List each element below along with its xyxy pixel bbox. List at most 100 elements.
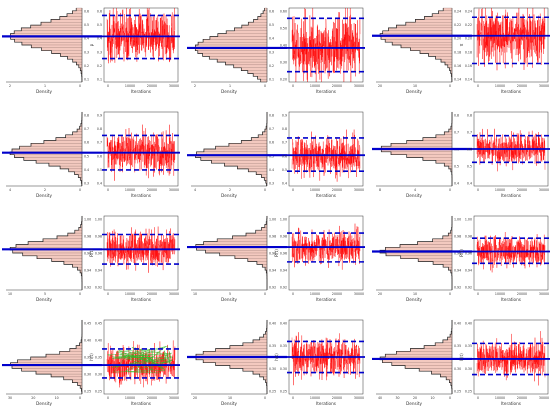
histogram-y-tick-label: 0.98 xyxy=(454,235,461,239)
histogram-bar xyxy=(382,359,453,363)
histogram-y-tick-label: 0.4 xyxy=(269,168,274,172)
histogram-bar xyxy=(56,235,83,239)
histogram-bar xyxy=(224,163,268,167)
histogram-bar xyxy=(248,22,268,26)
histogram-x-axis-label: Density xyxy=(36,401,52,406)
trace-y-tick-label: 0.35 xyxy=(280,344,287,348)
histogram-bar xyxy=(50,19,83,23)
trace-y-tick-label: 0.40 xyxy=(280,322,287,326)
histogram-bar xyxy=(14,154,83,158)
histogram-bar xyxy=(424,16,453,20)
histogram-bar xyxy=(448,165,453,170)
trace-x-tick-label: 30000 xyxy=(169,292,179,296)
histogram-x-tick-label: 0 xyxy=(264,292,266,296)
histogram-bar xyxy=(256,171,268,175)
histogram-bar xyxy=(404,365,453,369)
histogram-y-tick-label: 0.4 xyxy=(84,168,89,172)
density-outline xyxy=(194,8,265,82)
trace-y-tick-label: 0.6 xyxy=(97,10,102,14)
histogram-y-tick-label: 0.6 xyxy=(269,10,274,14)
histogram-y-tick-label: 0.5 xyxy=(454,165,459,169)
histogram-bar xyxy=(35,160,83,164)
trace-y-tick-label: 0.92 xyxy=(465,286,472,290)
histogram-y-tick-label: 0.8 xyxy=(454,114,459,118)
trace-x-tick-label: 10000 xyxy=(125,292,135,296)
histogram-bar xyxy=(228,143,268,147)
trace-y-tick-label: 0.7 xyxy=(97,141,102,145)
histogram-bar xyxy=(234,27,268,31)
histogram-bar xyxy=(423,345,453,349)
histogram-bar xyxy=(422,137,453,141)
histogram-y-tick-label: 0.5 xyxy=(269,154,274,158)
histogram-bar xyxy=(263,334,268,338)
histogram-y-tick-label: 0.8 xyxy=(84,114,89,118)
histogram-bar xyxy=(59,16,83,20)
histogram-x-tick-label: 40 xyxy=(378,396,382,400)
trace-y-tick-label: 0.35 xyxy=(95,356,102,360)
trace-y-tick-label: 0.24 xyxy=(465,10,472,14)
histogram-bar xyxy=(217,59,268,63)
histogram-x-tick-label: 30 xyxy=(8,396,12,400)
histogram-y-tick-label: 0.7 xyxy=(269,127,274,131)
histogram-x-tick-label: 10 xyxy=(193,292,197,296)
trace-line xyxy=(476,231,546,273)
histogram-bar xyxy=(442,235,453,239)
trace-y-tick-label: 0.5 xyxy=(467,165,472,169)
trace-y-axis-label: π xyxy=(459,43,464,46)
histogram-bar xyxy=(14,39,83,43)
trace-highlight-line xyxy=(107,345,173,374)
histogram-bar xyxy=(30,356,83,360)
trace-x-tick-label: 10000 xyxy=(125,188,135,192)
panel-r2c2: 0.8 0.7 0.6 0.5 0.4 0.3 4 2 0 Density 0.9 0.8 0.7 0.6… xyxy=(187,111,365,198)
histogram-x-axis-label: Density xyxy=(36,89,52,94)
histogram-x-tick-label: 20 xyxy=(193,396,197,400)
trace-y-tick-label: 1.00 xyxy=(95,218,102,222)
histogram-x-tick-label: 4 xyxy=(194,188,196,192)
histogram-bar xyxy=(241,67,268,71)
histogram-bar xyxy=(264,7,268,11)
trace-x-tick-label: 30000 xyxy=(354,292,364,296)
histogram-y-tick-label: 0.7 xyxy=(84,127,89,131)
trace-line xyxy=(291,7,361,83)
trace-plot: 0.45 0.40 0.35 0.30 0.25 0 10000 20000 30000 Iter… xyxy=(89,319,180,406)
histogram-bar xyxy=(60,53,83,57)
trace-y-tick-label: 0.16 xyxy=(465,64,472,68)
panel-r2c3: 0.80.70.60.50.4840Density0.80.70.60.50.4… xyxy=(372,111,550,198)
histogram-x-axis-label: Density xyxy=(221,401,237,406)
trace-line xyxy=(106,7,176,64)
trace-x-tick-label: 30000 xyxy=(169,188,179,192)
histogram-bar xyxy=(11,148,83,152)
density-outline xyxy=(10,8,83,82)
trace-y-tick-label: 0.40 xyxy=(465,322,472,326)
histogram-y-tick-label: 0.92 xyxy=(454,286,461,290)
histogram-x-axis-label: Density xyxy=(406,193,422,198)
trace-x-tick-label: 10000 xyxy=(495,84,505,88)
histogram-bar xyxy=(203,148,268,152)
histogram-y-tick-label: 0.18 xyxy=(454,50,461,54)
histogram-bar xyxy=(43,140,83,144)
trace-x-tick-label: 0 xyxy=(477,396,479,400)
histogram-bar xyxy=(400,255,453,259)
trace-y-tick-label: 0.9 xyxy=(282,114,287,118)
histogram-y-tick-label: 0.25 xyxy=(269,390,276,394)
trace-x-tick-label: 30000 xyxy=(354,396,364,400)
histogram-x-tick-label: 0 xyxy=(264,84,266,88)
trace-x-tick-label: 0 xyxy=(292,84,294,88)
histogram-bar xyxy=(76,61,83,66)
histogram-bar xyxy=(209,36,268,40)
trace-y-tick-label: 0.6 xyxy=(467,148,472,152)
histogram-bar xyxy=(78,227,83,231)
histogram-bar xyxy=(203,241,268,245)
histogram-bar xyxy=(391,362,453,366)
histogram-x-tick-label: 5 xyxy=(229,292,231,296)
histogram-x-axis-label: Density xyxy=(406,401,422,406)
trace-x-tick-label: 10000 xyxy=(495,396,505,400)
histogram-bar xyxy=(17,359,83,363)
histogram-bar xyxy=(258,134,268,138)
trace-x-tick-label: 20000 xyxy=(332,292,342,296)
trace-x-tick-label: 0 xyxy=(107,84,109,88)
histogram-x-axis-label: Density xyxy=(221,193,237,198)
histogram-bar xyxy=(385,39,453,43)
histogram-bar xyxy=(432,13,453,17)
histogram-bar xyxy=(417,241,453,245)
